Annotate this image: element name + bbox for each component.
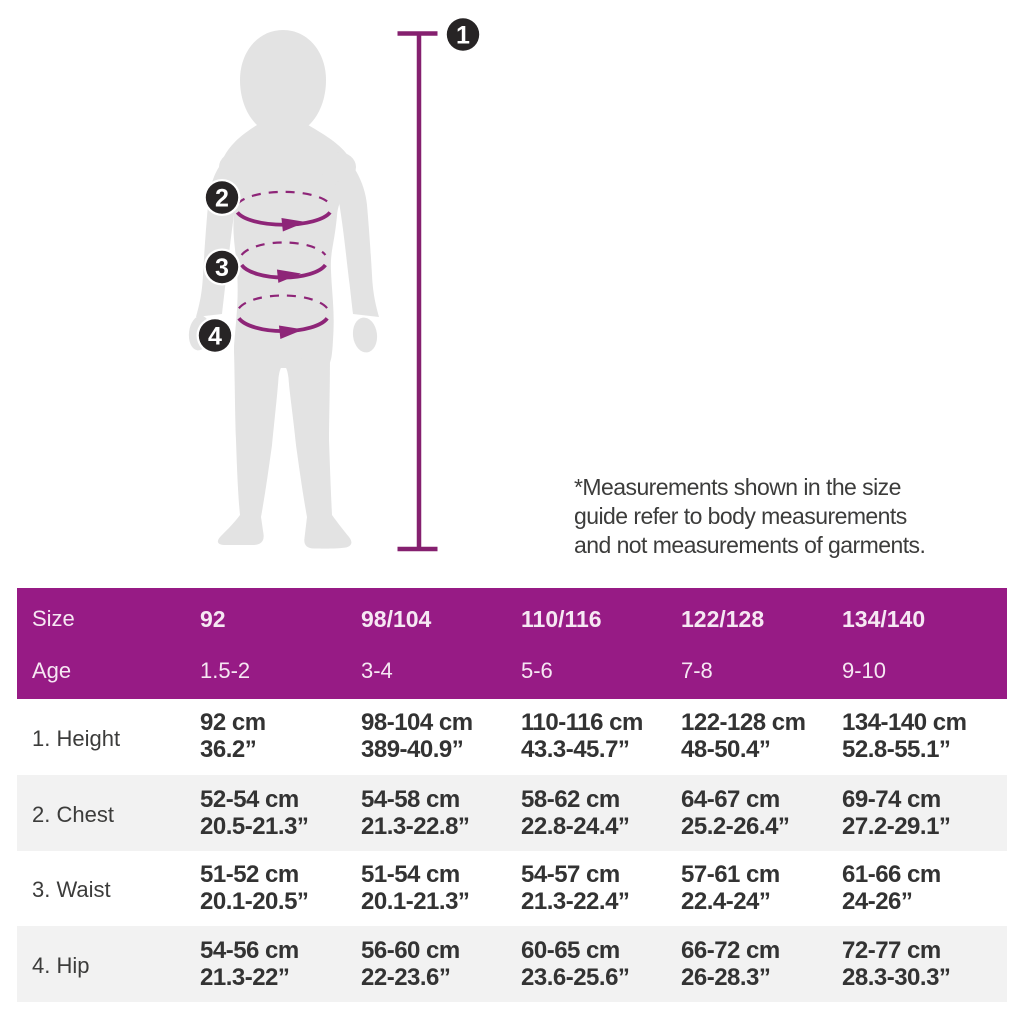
svg-text:4: 4: [208, 323, 222, 351]
svg-text:1: 1: [456, 22, 470, 50]
svg-text:3: 3: [215, 254, 229, 282]
svg-text:2: 2: [215, 185, 229, 213]
